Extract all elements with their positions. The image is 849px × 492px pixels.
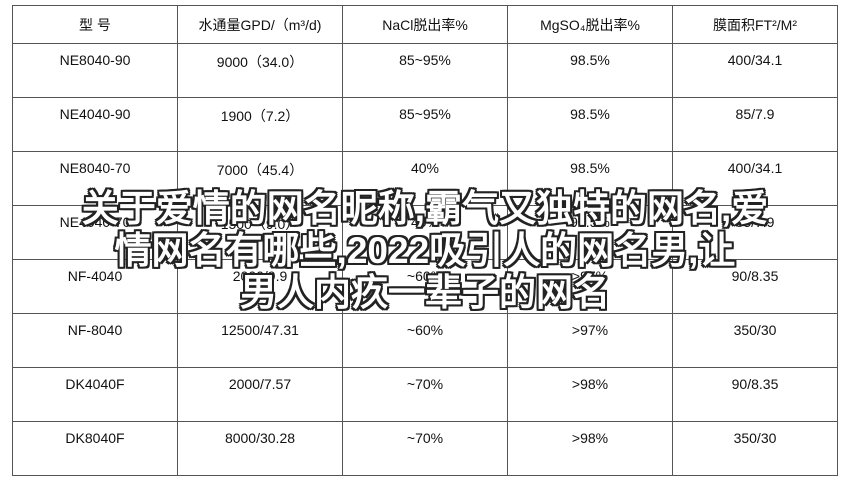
- table-cell: 400/34.1: [672, 43, 838, 98]
- table-row: NE4040-90 1900（7.2） 85~95% 98.5% 85/7.9: [12, 97, 838, 152]
- table-cell: >97%: [507, 259, 673, 314]
- header-cell: 水通量GPD/（m³/d): [177, 5, 343, 44]
- overlay-line: 情网名有哪些,2022吸引人的网名男,让: [114, 230, 736, 271]
- table-cell: 98.5%: [507, 43, 673, 98]
- header-row: 型 号水通量GPD/（m³/d) NaCl脱出率% MgSO₄脱出率% 膜面积FT²/…: [12, 5, 838, 44]
- table-cell: 2000/9.9: [177, 259, 343, 314]
- table-cell: >97%: [507, 313, 673, 368]
- table-cell: NF-4040: [12, 259, 178, 314]
- overlay-line: 男人内疚一辈子的网名: [240, 272, 610, 313]
- table-cell: ~70%: [342, 421, 508, 476]
- table-cell: NE8040-70: [12, 151, 178, 206]
- table-cell: NF-8040: [12, 313, 178, 368]
- table-row: NF-4040 2000/9.9 ~60% >97% 90/8.35: [12, 259, 838, 314]
- table-cell: 400/34.1: [672, 151, 838, 206]
- table-cell: 9000（34.0）: [177, 43, 343, 98]
- table-cell: >98%: [507, 367, 673, 422]
- table-row: DK8040F 8000/30.28 ~70% >98% 350/30: [12, 421, 838, 476]
- table-cell: NE8040-90: [12, 43, 178, 98]
- header-cell: 膜面积FT²/M²: [672, 5, 838, 44]
- table-cell: 85~95%: [342, 97, 508, 152]
- table-row: NE4040-70 1500（9.0） 40% 98.5% 85/7.9: [12, 205, 838, 260]
- table-cell: 350/30: [672, 421, 838, 476]
- table-cell: 12500/47.31: [177, 313, 343, 368]
- table-row: NE8040-70 7000（45.4） 40% 98.5% 400/34.1: [12, 151, 838, 206]
- table-cell: 85/7.9: [672, 205, 838, 260]
- table-cell: 2000/7.57: [177, 367, 343, 422]
- table-cell: DK8040F: [12, 421, 178, 476]
- table-cell: 7000（45.4）: [177, 151, 343, 206]
- overlay-line: 关于爱情的网名昵称,霸气又独特的网名,爱: [81, 188, 769, 229]
- table-cell: 98.5%: [507, 97, 673, 152]
- table-cell: 1900（7.2）: [177, 97, 343, 152]
- table-cell: ~60%: [342, 259, 508, 314]
- table-cell: NE4040-70: [12, 205, 178, 260]
- table-row: DK4040F 2000/7.57 ~70% >98% 90/8.35: [12, 367, 838, 422]
- table-row: NE8040-90 9000（34.0） 85~95% 98.5% 400/34.1: [12, 43, 838, 98]
- table-cell: 85~95%: [342, 43, 508, 98]
- header-cell: MgSO₄脱出率%: [507, 5, 673, 44]
- header-cell: 型 号: [12, 5, 178, 44]
- table-cell: 85/7.9: [672, 97, 838, 152]
- table-cell: 90/8.35: [672, 367, 838, 422]
- table-cell: 350/30: [672, 313, 838, 368]
- table-cell: DK4040F: [12, 367, 178, 422]
- table-cell: ~60%: [342, 313, 508, 368]
- spec-table: 型 号水通量GPD/（m³/d) NaCl脱出率% MgSO₄脱出率% 膜面积FT²/…: [12, 5, 838, 476]
- table-cell: NE4040-90: [12, 97, 178, 152]
- table-cell: 8000/30.28: [177, 421, 343, 476]
- table-cell: 90/8.35: [672, 259, 838, 314]
- table-container: 型 号水通量GPD/（m³/d) NaCl脱出率% MgSO₄脱出率% 膜面积FT²/…: [12, 5, 838, 476]
- overlay-title: 关于爱情的网名昵称,霸气又独特的网名,爱 情网名有哪些,2022吸引人的网名男,让…: [10, 188, 840, 314]
- header-cell: NaCl脱出率%: [342, 5, 508, 44]
- table-row: NF-8040 12500/47.31 ~60% >97% 350/30: [12, 313, 838, 368]
- table-cell: >98%: [507, 421, 673, 476]
- table-cell: ~70%: [342, 367, 508, 422]
